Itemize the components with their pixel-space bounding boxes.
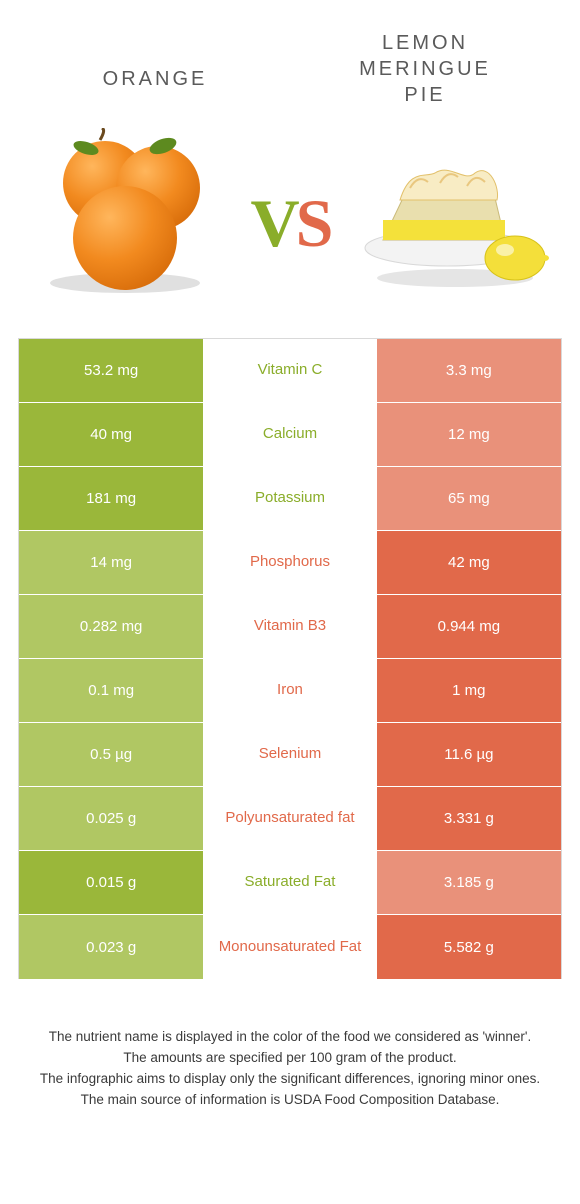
vs-v: V [251,185,296,261]
table-row: 53.2 mgVitamin C3.3 mg [19,339,561,403]
left-value: 0.023 g [19,915,203,979]
left-value: 0.282 mg [19,595,203,659]
right-value: 3.3 mg [377,339,561,403]
nutrient-name: Phosphorus [203,531,376,595]
right-value: 3.185 g [377,851,561,915]
table-row: 0.023 gMonounsaturated Fat5.582 g [19,915,561,979]
right-value: 3.331 g [377,787,561,851]
nutrient-name: Calcium [203,403,376,467]
table-row: 0.015 gSaturated Fat3.185 g [19,851,561,915]
nutrient-name: Monounsaturated Fat [203,915,376,979]
table-row: 0.5 µgSelenium11.6 µg [19,723,561,787]
table-row: 40 mgCalcium12 mg [19,403,561,467]
left-value: 0.025 g [19,787,203,851]
left-value: 40 mg [19,403,203,467]
footnote-line: The amounts are specified per 100 gram o… [28,1048,552,1069]
table-row: 14 mgPhosphorus42 mg [19,531,561,595]
nutrient-name: Vitamin B3 [203,595,376,659]
nutrient-name: Polyunsaturated fat [203,787,376,851]
footnotes: The nutrient name is displayed in the co… [0,979,580,1111]
right-value: 0.944 mg [377,595,561,659]
header-left: ORANGE [20,30,290,92]
table-row: 0.282 mgVitamin B30.944 mg [19,595,561,659]
right-value: 11.6 µg [377,723,561,787]
vs-label: VS [251,164,330,263]
right-value: 5.582 g [377,915,561,979]
left-food-title: ORANGE [20,30,290,92]
left-value: 0.015 g [19,851,203,915]
right-value: 42 mg [377,531,561,595]
left-value: 53.2 mg [19,339,203,403]
nutrient-name: Selenium [203,723,376,787]
header: ORANGE LEMON MERINGUE PIE [0,0,580,108]
right-food-title: LEMON MERINGUE PIE [290,30,560,108]
nutrient-name: Vitamin C [203,339,376,403]
orange-illustration [10,128,241,298]
pie-illustration [339,128,570,298]
right-value: 65 mg [377,467,561,531]
nutrient-name: Iron [203,659,376,723]
header-right: LEMON MERINGUE PIE [290,30,560,108]
right-value: 1 mg [377,659,561,723]
footnote-line: The main source of information is USDA F… [28,1090,552,1111]
comparison-table: 53.2 mgVitamin C3.3 mg40 mgCalcium12 mg1… [18,338,562,979]
right-value: 12 mg [377,403,561,467]
left-value: 181 mg [19,467,203,531]
left-value: 0.1 mg [19,659,203,723]
nutrient-name: Potassium [203,467,376,531]
table-row: 0.1 mgIron1 mg [19,659,561,723]
hero-row: VS [0,108,580,338]
vs-s: S [296,185,330,261]
left-value: 0.5 µg [19,723,203,787]
table-row: 0.025 gPolyunsaturated fat3.331 g [19,787,561,851]
footnote-line: The nutrient name is displayed in the co… [28,1027,552,1048]
nutrient-name: Saturated Fat [203,851,376,915]
table-row: 181 mgPotassium65 mg [19,467,561,531]
footnote-line: The infographic aims to display only the… [28,1069,552,1090]
left-value: 14 mg [19,531,203,595]
